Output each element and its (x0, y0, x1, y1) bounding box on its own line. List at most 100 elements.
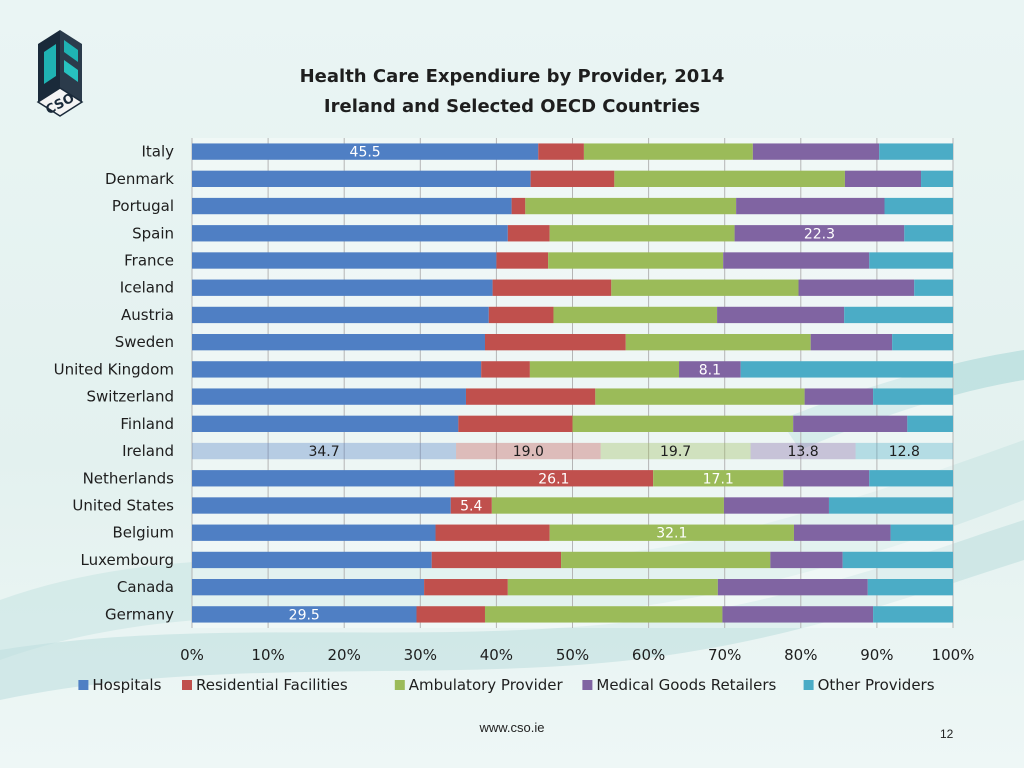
bar-medical-goods-retailers-austria (717, 306, 845, 324)
y-tick-label: Italy (141, 143, 174, 161)
legend-swatch-residential-facilities (182, 680, 192, 690)
x-tick-label: 10% (251, 646, 284, 664)
bar-residential-facilities-belgium (435, 524, 550, 541)
legend-label-residential-facilities: Residential Facilities (196, 676, 348, 694)
data-label: 8.1 (699, 362, 721, 378)
bar-residential-facilities-france (496, 252, 549, 269)
x-tick-label: 60% (632, 646, 665, 664)
bar-hospitals-united-states (192, 497, 451, 514)
bar-hospitals-netherlands (192, 470, 455, 487)
y-tick-label: Spain (132, 224, 174, 242)
legend-label-ambulatory-provider: Ambulatory Provider (409, 676, 564, 694)
bar-other-providers-netherlands (869, 470, 953, 487)
legend-swatch-ambulatory-provider (394, 680, 405, 690)
bar-other-providers-italy (879, 143, 953, 160)
bar-residential-facilities-sweden (484, 334, 626, 351)
legend-label-hospitals: Hospitals (92, 676, 161, 694)
bar-ambulatory-provider-switzerland (595, 388, 805, 405)
y-tick-label: Ireland (122, 442, 174, 460)
bar-other-providers-iceland (914, 279, 953, 296)
bar-hospitals-luxembourg (192, 551, 432, 569)
bar-medical-goods-retailers-united-states (723, 497, 829, 514)
x-tick-label: 90% (860, 646, 893, 664)
bar-other-providers-germany (873, 606, 953, 623)
legend-label-medical-goods-retailers: Medical Goods Retailers (596, 676, 776, 694)
bar-hospitals-switzerland (192, 388, 466, 405)
bar-hospitals-sweden (192, 334, 485, 351)
bar-hospitals-italy (192, 143, 539, 160)
y-tick-label: Sweden (115, 333, 174, 351)
bar-ambulatory-provider-sweden (625, 334, 811, 351)
x-tick-label: 50% (556, 646, 589, 664)
bar-ambulatory-provider-finland (572, 415, 794, 432)
legend-swatch-hospitals (78, 680, 89, 690)
y-tick-label: Luxembourg (81, 551, 175, 569)
legend-label-other-providers: Other Providers (818, 676, 935, 694)
bar-ambulatory-provider-france (548, 252, 724, 269)
bar-other-providers-united-states (828, 497, 953, 514)
data-label: 13.8 (787, 444, 818, 460)
bar-medical-goods-retailers-portugal (736, 197, 885, 215)
page-number: 12 (940, 727, 954, 741)
bar-ambulatory-provider-belgium (549, 524, 794, 541)
bar-hospitals-portugal (192, 197, 512, 215)
bar-residential-facilities-germany (416, 606, 485, 623)
bar-other-providers-canada (867, 579, 953, 596)
y-tick-label: Germany (105, 605, 174, 623)
bar-residential-facilities-italy (538, 143, 584, 160)
bar-medical-goods-retailers-spain (734, 225, 905, 242)
bar-hospitals-iceland (192, 279, 493, 296)
bar-ambulatory-provider-denmark (614, 170, 845, 187)
bar-other-providers-belgium (890, 524, 953, 541)
chart-title: Health Care Expendiure by Provider, 2014 (299, 66, 725, 87)
bar-residential-facilities-united-kingdom (481, 361, 530, 378)
bar-residential-facilities-finland (458, 415, 573, 432)
bar-ambulatory-provider-portugal (525, 197, 737, 215)
cso-logo: CSO (36, 30, 84, 118)
x-tick-label: 20% (328, 646, 361, 664)
data-label: 5.4 (460, 499, 482, 515)
bar-hospitals-ireland (192, 442, 457, 460)
bar-ambulatory-provider-ireland (600, 442, 751, 460)
bar-other-providers-portugal (884, 197, 953, 215)
bar-medical-goods-retailers-united-kingdom (679, 361, 741, 378)
bar-ambulatory-provider-luxembourg (561, 551, 771, 569)
bar-residential-facilities-switzerland (465, 388, 596, 405)
bar-medical-goods-retailers-iceland (798, 279, 915, 296)
bar-other-providers-ireland (855, 442, 953, 460)
y-tick-label: Netherlands (83, 469, 175, 487)
bar-medical-goods-retailers-italy (752, 143, 880, 160)
data-label: 12.8 (889, 444, 920, 460)
bar-other-providers-spain (904, 225, 953, 242)
bar-medical-goods-retailers-switzerland (804, 388, 874, 405)
footer-url[interactable]: www.cso.ie (479, 720, 545, 735)
bar-other-providers-switzerland (873, 388, 953, 405)
y-tick-label: Canada (117, 578, 174, 596)
bar-residential-facilities-netherlands (454, 470, 654, 487)
bar-medical-goods-retailers-sweden (810, 334, 893, 351)
bar-ambulatory-provider-germany (484, 606, 723, 623)
bar-medical-goods-retailers-luxembourg (770, 551, 843, 569)
bar-medical-goods-retailers-denmark (844, 170, 922, 187)
bar-medical-goods-retailers-netherlands (783, 470, 870, 487)
y-tick-label: United States (72, 497, 174, 515)
x-tick-label: 80% (784, 646, 817, 664)
y-tick-label: United Kingdom (54, 360, 174, 378)
data-label: 22.3 (804, 226, 835, 242)
bar-hospitals-united-kingdom (192, 361, 482, 378)
x-tick-label: 0% (180, 646, 204, 664)
bar-hospitals-spain (192, 225, 508, 242)
bar-other-providers-finland (907, 415, 953, 432)
y-tick-label: Belgium (113, 524, 175, 542)
x-tick-label: 100% (932, 646, 975, 664)
bar-other-providers-sweden (892, 334, 953, 351)
bar-medical-goods-retailers-belgium (793, 524, 891, 541)
bar-hospitals-belgium (192, 524, 436, 541)
data-label: 19.0 (513, 444, 544, 460)
y-tick-label: France (124, 252, 174, 270)
bar-residential-facilities-portugal (511, 197, 526, 215)
bar-residential-facilities-canada (424, 579, 508, 596)
bar-other-providers-austria (844, 306, 953, 324)
legend-swatch-other-providers (803, 680, 814, 690)
y-tick-label: Austria (121, 306, 174, 324)
